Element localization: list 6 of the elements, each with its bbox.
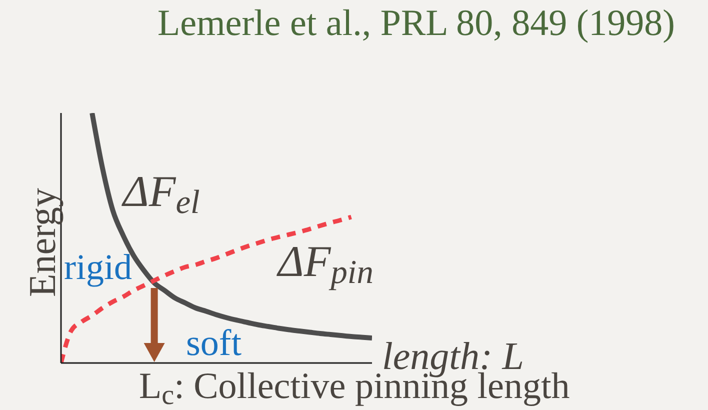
annotation: soft [186, 323, 242, 364]
annotation: rigid [64, 246, 132, 287]
series-label: ΔF$_{el}$ [121, 167, 200, 222]
y-axis-title: Energy [22, 188, 64, 297]
chart-title: Lemerle et al., PRL 80, 849 (1998) [157, 3, 675, 44]
series-label: ΔF$_{pin}$ [276, 237, 374, 292]
